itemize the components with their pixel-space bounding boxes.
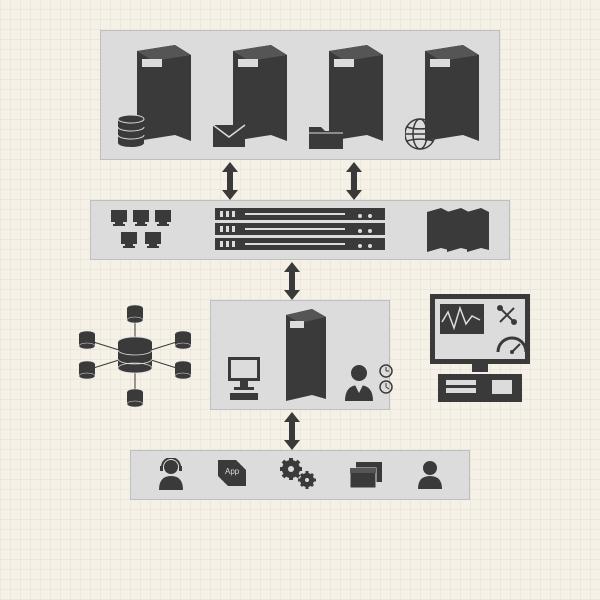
- arrow-tier1-tier2-right: [346, 162, 362, 200]
- gears-icon: [280, 458, 318, 492]
- monitoring-pc: [420, 290, 550, 410]
- windows-icon: [348, 460, 386, 490]
- arrow-tier1-tier2-left: [222, 162, 238, 200]
- tier3-admin-panel: [210, 300, 390, 410]
- server-globe: [405, 41, 483, 151]
- server-group-icon: [421, 206, 491, 254]
- user-icon: [416, 459, 444, 491]
- server-tower-icon: [282, 307, 328, 403]
- workstation-icon: [224, 353, 268, 403]
- mail-icon: [213, 125, 245, 147]
- admin-user-icon: [342, 363, 376, 403]
- workstations-icon: [109, 208, 189, 252]
- database-icon: [118, 115, 144, 147]
- globe-icon: [405, 119, 435, 149]
- arrow-tier2-tier3: [284, 262, 300, 300]
- support-user-icon: [156, 458, 186, 492]
- server-folder: [309, 41, 387, 151]
- clocks-icon: [376, 363, 400, 397]
- database-cluster: [75, 300, 195, 410]
- server-mail: [213, 41, 291, 151]
- svg-text:App: App: [225, 467, 240, 476]
- tier2-network-panel: [90, 200, 510, 260]
- app-stack-icon: App: [216, 458, 250, 492]
- tier4-icons-panel: App: [130, 450, 470, 500]
- rack-server-icon: [215, 206, 395, 254]
- server-database: [117, 41, 195, 151]
- tier1-servers-panel: [100, 30, 500, 160]
- arrow-tier3-tier4: [284, 412, 300, 450]
